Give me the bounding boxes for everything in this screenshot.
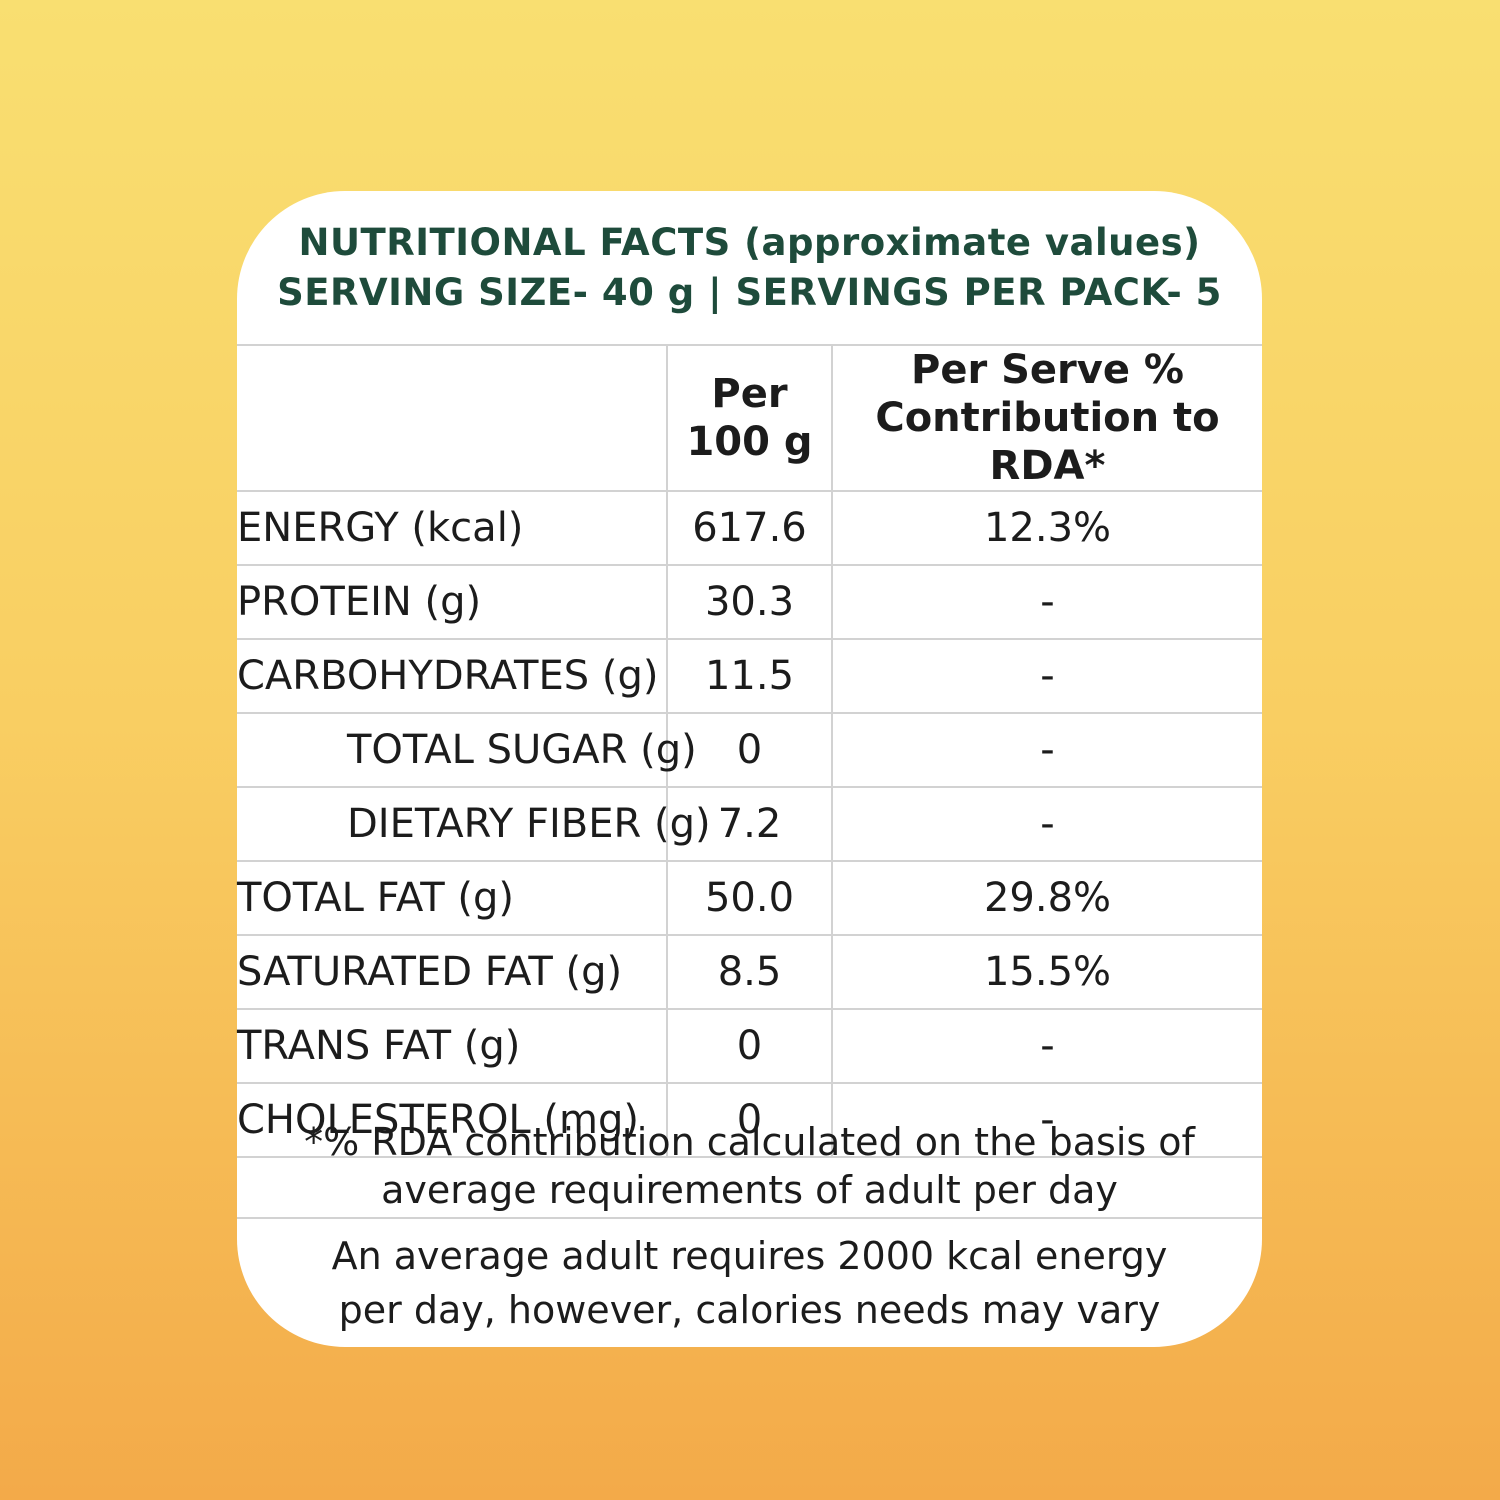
- nutrition-table: Per 100 g Per Serve % Contribution to RD…: [237, 344, 1262, 1158]
- header-rda-line2: Contribution to RDA*: [875, 395, 1220, 489]
- table-row: CHOLESTEROL (mg) 0-: [237, 1082, 1262, 1158]
- table-row: DIETARY FIBER (g) 7.2-: [237, 786, 1262, 861]
- table-row: PROTEIN (g) 30.3-: [237, 564, 1262, 639]
- rda-percent-value: -: [832, 712, 1262, 787]
- rda-percent-value: -: [832, 1082, 1262, 1158]
- header-cell-rda: Per Serve % Contribution to RDA*: [832, 344, 1262, 491]
- rda-percent-value: 12.3%: [832, 490, 1262, 565]
- rda-percent-value: -: [832, 1008, 1262, 1083]
- table-row: ENERGY (kcal) 617.6 12.3%: [237, 490, 1262, 565]
- table-row: SATURATED FAT (g) 8.5 15.5%: [237, 934, 1262, 1009]
- table-header-row: Per 100 g Per Serve % Contribution to RD…: [237, 344, 1262, 491]
- header-cell-empty: [237, 344, 667, 491]
- nutrient-label: ENERGY (kcal): [237, 490, 667, 565]
- nutrition-facts-card: NUTRITIONAL FACTS (approximate values) S…: [237, 191, 1262, 1347]
- per-100g-value: 7.2: [666, 786, 833, 861]
- nutrient-label: CHOLESTEROL (mg): [237, 1082, 667, 1158]
- nutrition-facts-title: NUTRITIONAL FACTS (approximate values): [298, 221, 1201, 264]
- nutrient-label: TOTAL SUGAR (g): [237, 712, 697, 787]
- energy-footnote-line2: per day, however, calories needs may var…: [338, 1288, 1161, 1332]
- nutrient-label: TRANS FAT (g): [237, 1008, 667, 1083]
- rda-footnote-line1: *% RDA contribution calculated on the ba…: [304, 1120, 1195, 1164]
- per-100g-value: 50.0: [666, 860, 833, 935]
- per-100g-value: 0: [666, 712, 833, 787]
- nutrient-label: TOTAL FAT (g): [237, 860, 667, 935]
- per-100g-value: 30.3: [666, 564, 833, 639]
- rda-percent-value: -: [832, 564, 1262, 639]
- table-row: TOTAL FAT (g) 50.0 29.8%: [237, 860, 1262, 935]
- nutrient-label: SATURATED FAT (g): [237, 934, 667, 1009]
- header-per-100g-line2: 100 g: [686, 419, 813, 465]
- nutrient-label: PROTEIN (g): [237, 564, 667, 639]
- energy-footnote: An average adult requires 2000 kcal ener…: [237, 1219, 1262, 1347]
- rda-percent-value: -: [832, 638, 1262, 713]
- per-100g-value: 11.5: [666, 638, 833, 713]
- per-100g-value: 0: [666, 1008, 833, 1083]
- table-row: TOTAL SUGAR (g) 0-: [237, 712, 1262, 787]
- table-row: CARBOHYDRATES (g) 11.5-: [237, 638, 1262, 713]
- energy-footnote-line1: An average adult requires 2000 kcal ener…: [331, 1234, 1168, 1278]
- nutrient-label: DIETARY FIBER (g): [237, 786, 711, 861]
- header-per-100g-line1: Per: [711, 371, 788, 417]
- serving-size-subtitle: SERVING SIZE- 40 g | SERVINGS PER PACK- …: [277, 271, 1222, 314]
- rda-percent-value: 15.5%: [832, 934, 1262, 1009]
- table-row: TRANS FAT (g) 0-: [237, 1008, 1262, 1083]
- header-rda-line1: Per Serve %: [911, 347, 1184, 393]
- rda-percent-value: -: [832, 786, 1262, 861]
- per-100g-value: 617.6: [666, 490, 833, 565]
- nutrient-label: CARBOHYDRATES (g): [237, 638, 667, 713]
- rda-percent-value: 29.8%: [832, 860, 1262, 935]
- per-100g-value: 0: [666, 1082, 833, 1158]
- per-100g-value: 8.5: [666, 934, 833, 1009]
- rda-footnote: *% RDA contribution calculated on the ba…: [237, 1115, 1262, 1219]
- rda-footnote-line2: average requirements of adult per day: [381, 1168, 1118, 1212]
- header-cell-per-100g: Per 100 g: [666, 344, 833, 491]
